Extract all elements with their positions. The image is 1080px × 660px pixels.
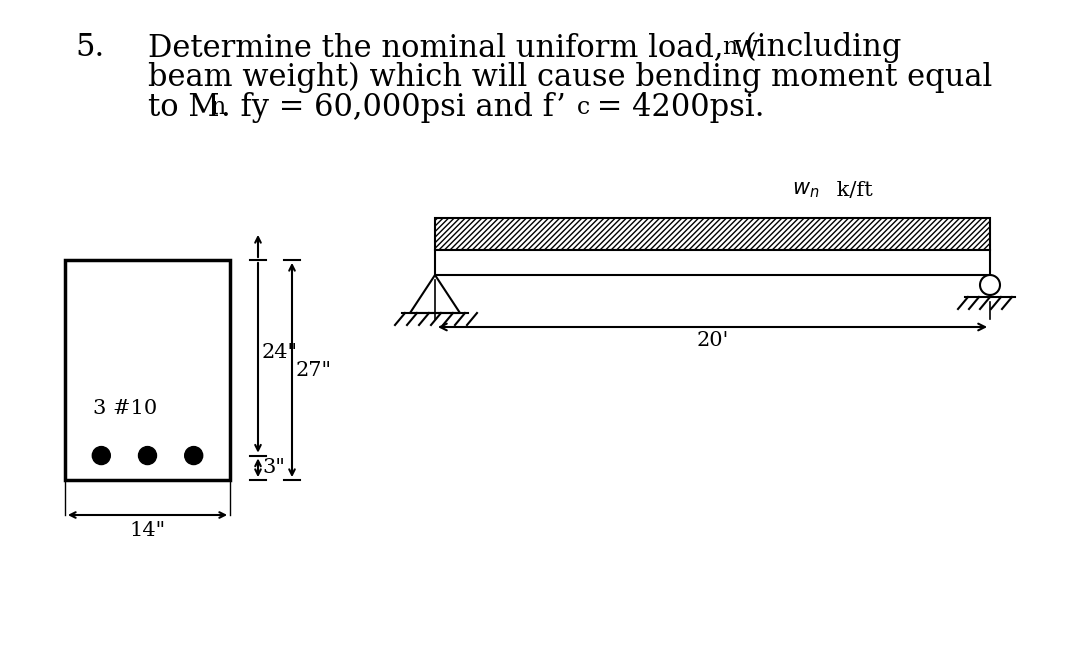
Text: n: n — [210, 96, 226, 119]
Text: 24": 24" — [262, 343, 298, 362]
Text: n: n — [723, 36, 738, 59]
Bar — [435, 250, 990, 275]
Circle shape — [185, 447, 203, 465]
Bar — [65, 260, 230, 480]
Text: = 4200psi.: = 4200psi. — [588, 92, 765, 123]
Text: 27": 27" — [296, 360, 332, 379]
Circle shape — [138, 447, 157, 465]
Text: (including: (including — [735, 32, 902, 63]
Text: 3 #10: 3 #10 — [93, 399, 158, 418]
Text: 5.: 5. — [75, 32, 105, 63]
Text: k/ft: k/ft — [831, 181, 874, 200]
Text: 20': 20' — [697, 331, 729, 350]
Polygon shape — [410, 275, 460, 313]
Text: . fy = 60,000psi and f’: . fy = 60,000psi and f’ — [221, 92, 566, 123]
Text: 14": 14" — [130, 521, 165, 540]
Text: to M: to M — [148, 92, 219, 123]
Text: 3": 3" — [262, 458, 285, 477]
Text: c: c — [577, 96, 590, 119]
Circle shape — [980, 275, 1000, 295]
Circle shape — [92, 447, 110, 465]
Bar — [435, 218, 990, 250]
Text: Determine the nominal uniform load, w: Determine the nominal uniform load, w — [148, 32, 759, 63]
Text: beam weight) which will cause bending moment equal: beam weight) which will cause bending mo… — [148, 62, 993, 93]
Text: $w_n$: $w_n$ — [793, 180, 820, 200]
